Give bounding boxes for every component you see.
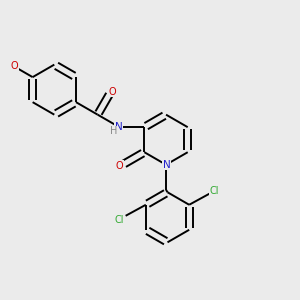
Text: N: N <box>115 122 122 132</box>
Text: O: O <box>116 160 124 171</box>
Text: O: O <box>11 61 18 71</box>
Text: Cl: Cl <box>209 186 218 196</box>
Text: N: N <box>163 160 170 170</box>
Text: H: H <box>110 126 118 136</box>
Text: Cl: Cl <box>115 214 124 225</box>
Text: O: O <box>109 86 116 97</box>
